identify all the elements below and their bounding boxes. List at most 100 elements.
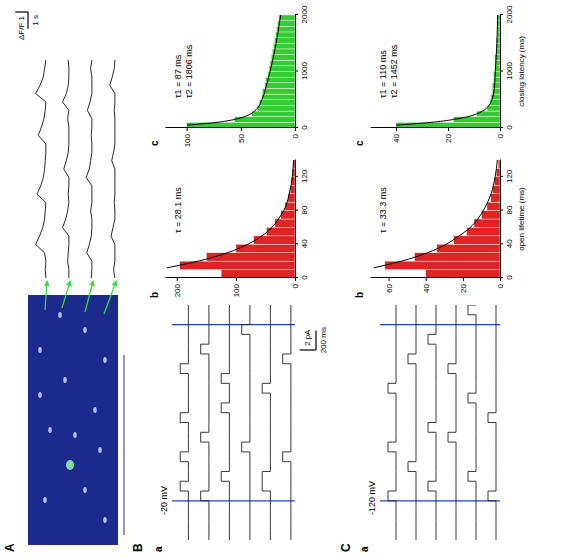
figure-body: ABabcCabcΔF/F 11 s-20 mV2 pA200 ms040801… [3, 5, 526, 552]
fit-annotation: τ1 = 110 ms [378, 50, 388, 98]
x-axis: 04080120 [500, 160, 514, 280]
trace [428, 305, 436, 540]
tick-mark [463, 278, 464, 281]
tick-label: 60 [385, 283, 394, 292]
panel-label: C [339, 543, 353, 552]
bar [494, 72, 501, 78]
tick: 80 [500, 205, 514, 214]
plot-area [187, 15, 295, 128]
histogram: 01000200002040τ1 = 110 msτ2 = 1452 msclo… [371, 5, 527, 143]
axis-line [371, 277, 501, 278]
tick: 0 [496, 128, 505, 138]
bar [278, 21, 295, 27]
tick: 0 [291, 278, 300, 288]
bar [274, 38, 295, 44]
tick-label: 0 [291, 133, 300, 138]
tick-mark [295, 128, 296, 131]
tick: 80 [295, 205, 309, 214]
bar [266, 77, 295, 83]
tick-label: 80 [300, 205, 309, 214]
trace [86, 60, 92, 278]
bar [385, 261, 500, 269]
tick: 100 [183, 128, 192, 147]
scale-bar [300, 349, 316, 350]
tick: 2000 [500, 5, 514, 23]
tick-mark [177, 278, 178, 281]
trace-panel: -120 mV [367, 305, 500, 540]
tick-mark [295, 71, 298, 72]
bar [268, 72, 295, 78]
tick-label: 1000 [505, 62, 514, 80]
fit-curve [374, 160, 498, 268]
tick-mark [295, 176, 298, 177]
bar [481, 211, 500, 219]
fit-annotation: τ2 = 1806 ms [184, 44, 194, 98]
bar [259, 100, 295, 106]
histogram: 040801200100200τ = 28.1 ms [166, 160, 309, 298]
tick-label: 100 [183, 133, 192, 147]
tick-label: 0 [300, 125, 309, 130]
scale-bar [27, 12, 28, 29]
tick-mark [426, 278, 427, 281]
arrow [62, 281, 70, 308]
tick-mark [500, 210, 503, 211]
bar [272, 49, 295, 55]
stimulus-marker [380, 500, 500, 501]
panel-label: A [3, 543, 17, 552]
axis-line [166, 127, 296, 128]
tick-mark [500, 176, 503, 177]
tick-mark [295, 243, 298, 244]
trace [283, 305, 291, 540]
trace [201, 305, 209, 540]
tick: 0 [291, 128, 300, 138]
tick: 100 [232, 278, 241, 297]
tick-label: 40 [392, 133, 401, 142]
panel-label: B [131, 543, 145, 552]
tick-label: 120 [505, 169, 514, 183]
bar [279, 15, 295, 21]
plot-area [396, 15, 500, 128]
scale-bar [315, 330, 316, 350]
trace [36, 60, 46, 278]
tick-label: 0 [505, 125, 514, 130]
tick-mark [295, 278, 296, 281]
bar [496, 168, 500, 176]
tick-label: 80 [505, 205, 514, 214]
image-spot [38, 392, 42, 398]
bar [492, 83, 500, 89]
sub-panel-label: b [354, 292, 365, 298]
x-axis: 04080120 [295, 160, 309, 280]
stimulus-marker [172, 500, 295, 501]
bar [263, 88, 296, 94]
bar [270, 60, 295, 66]
trace [468, 305, 476, 540]
trace [221, 305, 229, 540]
tick: 40 [500, 239, 514, 248]
fit-annotation: τ1 = 87 ms [173, 54, 183, 98]
tick-mark [500, 278, 501, 281]
bar [487, 202, 500, 210]
tick-label: 0 [291, 283, 300, 288]
tick: 40 [392, 128, 401, 143]
stimulus-marker [380, 324, 500, 325]
plot-area [36, 60, 115, 278]
tick: 1000 [295, 62, 309, 80]
bar [498, 160, 500, 168]
voltage-label: -120 mV [367, 481, 377, 515]
image-scale-bar [123, 355, 125, 535]
trace [242, 305, 250, 540]
sub-panel-label: c [149, 140, 160, 146]
tick-mark [500, 128, 501, 131]
image-spot [83, 487, 87, 493]
scale-bar-label: 200 ms [319, 327, 328, 353]
tick: 120 [295, 169, 309, 183]
tick-mark [241, 128, 242, 131]
trace [408, 305, 416, 540]
plot-area [374, 160, 500, 278]
bar [221, 270, 295, 278]
arrow [45, 281, 47, 310]
tick-mark [236, 278, 237, 281]
bar [474, 219, 500, 227]
axis-line [295, 160, 296, 278]
bar [180, 261, 295, 269]
